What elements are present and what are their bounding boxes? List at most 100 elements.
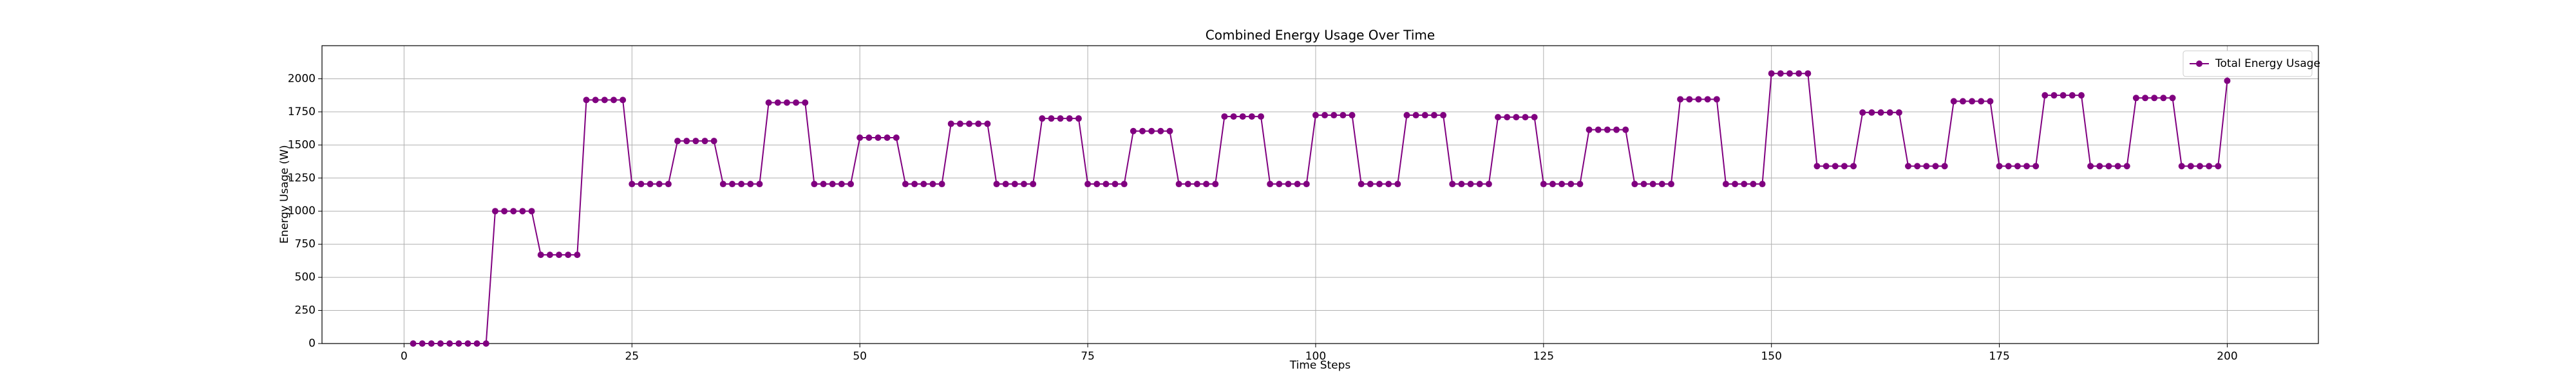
data-point <box>956 120 963 127</box>
plot-frame <box>321 45 2319 344</box>
data-point <box>2123 163 2130 170</box>
data-point <box>911 181 918 188</box>
data-point <box>2050 92 2058 99</box>
x-axis-label: Time Steps <box>1289 359 1351 372</box>
data-point <box>1996 163 2003 170</box>
data-point <box>446 340 453 347</box>
data-point <box>2041 92 2049 99</box>
data-point <box>692 138 699 145</box>
data-point <box>866 134 873 142</box>
data-point <box>1932 163 1939 170</box>
data-point <box>1905 163 1912 170</box>
data-point <box>1412 112 1419 119</box>
data-point <box>2169 95 2176 102</box>
data-point <box>993 181 1000 188</box>
data-point <box>857 134 864 142</box>
data-point <box>1030 181 1037 188</box>
data-point <box>1577 181 1584 188</box>
data-point <box>1814 163 1821 170</box>
data-point <box>1294 181 1301 188</box>
data-point <box>1449 181 1456 188</box>
data-point <box>1349 112 1356 119</box>
data-point <box>1394 181 1401 188</box>
y-tick-label: 1500 <box>288 138 316 151</box>
data-point <box>1631 181 1638 188</box>
data-point <box>875 134 882 142</box>
data-point <box>674 138 681 145</box>
data-point <box>1303 181 1310 188</box>
y-tick-label: 1750 <box>288 106 316 118</box>
data-point <box>1823 163 1830 170</box>
data-point <box>811 181 818 188</box>
data-line <box>413 73 2228 344</box>
data-point <box>546 252 553 259</box>
data-point <box>1586 126 1593 133</box>
data-point <box>1768 70 1775 77</box>
data-point <box>1923 163 1930 170</box>
data-point <box>1148 127 1155 134</box>
data-point <box>783 99 790 106</box>
data-point <box>1421 112 1428 119</box>
data-point <box>1020 181 1027 188</box>
legend-label: Total Energy Usage <box>2215 57 2320 70</box>
y-tick-label: 500 <box>295 271 316 284</box>
y-tick-label: 2000 <box>288 72 316 85</box>
y-tick-label: 250 <box>295 304 316 317</box>
y-tick-label: 1000 <box>288 205 316 217</box>
data-point <box>665 181 672 188</box>
data-point <box>829 181 836 188</box>
data-point <box>1941 163 1948 170</box>
data-point <box>1832 163 1839 170</box>
data-point <box>1595 126 1602 133</box>
x-tick-label: 125 <box>1533 350 1554 363</box>
data-point <box>747 181 754 188</box>
data-point <box>1002 181 1009 188</box>
data-point <box>473 340 480 347</box>
data-point <box>1430 112 1437 119</box>
data-point <box>410 340 417 347</box>
data-point <box>1795 70 1803 77</box>
chart-title: Combined Energy Usage Over Time <box>1206 28 1435 43</box>
data-point <box>455 340 462 347</box>
legend-marker <box>2196 60 2202 67</box>
data-point <box>1549 181 1556 188</box>
y-tick-label: 0 <box>308 337 316 350</box>
data-point <box>975 120 982 127</box>
data-point <box>1367 181 1374 188</box>
data-point <box>1914 163 1921 170</box>
data-point <box>2178 163 2185 170</box>
data-point <box>1677 96 1684 103</box>
data-point <box>1321 112 1329 119</box>
data-point <box>2151 95 2158 102</box>
data-point <box>565 252 572 259</box>
data-point <box>1522 114 1529 121</box>
x-tick-label: 150 <box>1761 350 1781 363</box>
data-point <box>920 181 927 188</box>
data-point <box>1103 181 1110 188</box>
data-point <box>2206 163 2213 170</box>
data-point <box>1057 115 1064 122</box>
data-point <box>2215 163 2222 170</box>
data-point <box>656 181 663 188</box>
data-point <box>1084 181 1092 188</box>
x-tick-label: 175 <box>1989 350 2009 363</box>
data-point <box>1558 181 1566 188</box>
data-point <box>2105 163 2112 170</box>
data-point <box>620 96 627 104</box>
data-point <box>683 138 690 145</box>
data-point <box>1193 181 1200 188</box>
data-point <box>1248 113 1255 120</box>
data-point <box>1950 98 1957 105</box>
data-point <box>510 208 517 215</box>
data-point <box>1376 181 1383 188</box>
data-point <box>1850 163 1857 170</box>
data-point <box>710 138 717 145</box>
data-point <box>1713 96 1720 103</box>
data-point <box>1048 115 1055 122</box>
data-point <box>1859 109 1866 116</box>
data-point <box>756 181 763 188</box>
data-point <box>601 96 608 104</box>
data-point <box>838 181 845 188</box>
